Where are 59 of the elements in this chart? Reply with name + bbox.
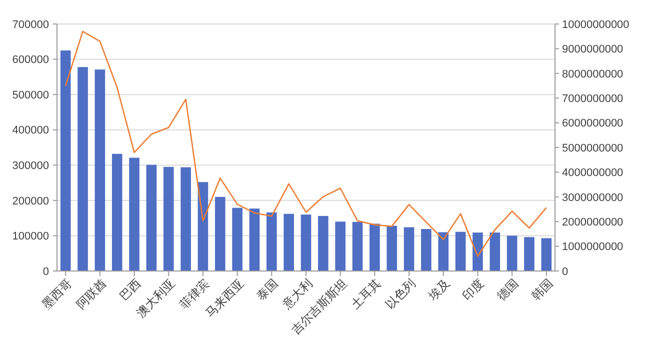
x-tick-label: 韩国 xyxy=(528,276,556,304)
x-tick-label: 土耳其 xyxy=(348,276,384,312)
bar xyxy=(506,236,518,271)
y2-tick-label: 6000000000 xyxy=(562,118,624,130)
y-tick-label: 200000 xyxy=(12,195,49,208)
bar xyxy=(386,226,398,271)
bar xyxy=(421,229,432,271)
x-tick-label: 德国 xyxy=(494,276,522,304)
bar xyxy=(455,232,466,271)
bar xyxy=(404,227,414,271)
bar xyxy=(146,164,157,271)
y-tick-label: 700000 xyxy=(12,18,49,31)
bar xyxy=(490,232,500,271)
bar xyxy=(438,232,449,271)
bar xyxy=(198,182,208,271)
bar xyxy=(214,196,226,271)
y2-tick-label: 4000000000 xyxy=(562,167,624,180)
bar xyxy=(472,232,483,271)
bar xyxy=(60,50,71,271)
y-tick-label: 300000 xyxy=(12,160,49,172)
bar xyxy=(129,158,140,271)
bar xyxy=(300,214,312,271)
x-tick-label: 以色列 xyxy=(382,276,418,312)
bar xyxy=(318,216,328,271)
bar xyxy=(266,212,277,271)
bar xyxy=(541,238,552,271)
y2-tick-label: 10000000000 xyxy=(562,18,630,31)
y-tick-label: 500000 xyxy=(12,89,49,102)
y2-tick-label: 8000000000 xyxy=(562,68,624,80)
y2-tick-label: 9000000000 xyxy=(562,44,624,56)
bar xyxy=(180,167,191,271)
line-series xyxy=(64,30,548,257)
bar xyxy=(78,67,88,271)
x-tick-label: 墨西哥 xyxy=(39,276,75,312)
y2-tick-label: 2000000000 xyxy=(562,216,624,228)
bar xyxy=(284,214,294,271)
bar xyxy=(370,224,380,271)
x-tick-label: 巴西 xyxy=(116,276,144,304)
y2-tick-label: 0 xyxy=(562,266,568,278)
x-tick-label: 埃及 xyxy=(424,276,452,304)
y-tick-label: 400000 xyxy=(12,124,49,137)
y-tick-label: 600000 xyxy=(12,54,49,66)
y-tick-label: 0 xyxy=(42,266,49,278)
y2-tick-label: 7000000000 xyxy=(562,92,624,105)
x-tick-label: 印度 xyxy=(460,276,487,304)
bar xyxy=(249,208,260,271)
x-tick-label: 阿联酋 xyxy=(74,276,110,312)
bar xyxy=(94,70,106,271)
bar xyxy=(524,237,534,271)
y2-tick-label: 3000000000 xyxy=(562,192,624,204)
y2-tick-label: 1000000000 xyxy=(562,241,624,254)
x-tick-label: 泰国 xyxy=(254,276,281,304)
bar xyxy=(163,166,174,271)
bar xyxy=(352,222,363,271)
y-tick-label: 100000 xyxy=(12,230,49,243)
bar xyxy=(232,208,242,271)
bar xyxy=(112,154,122,271)
y2-tick-label: 5000000000 xyxy=(562,142,624,154)
bar xyxy=(335,222,346,271)
